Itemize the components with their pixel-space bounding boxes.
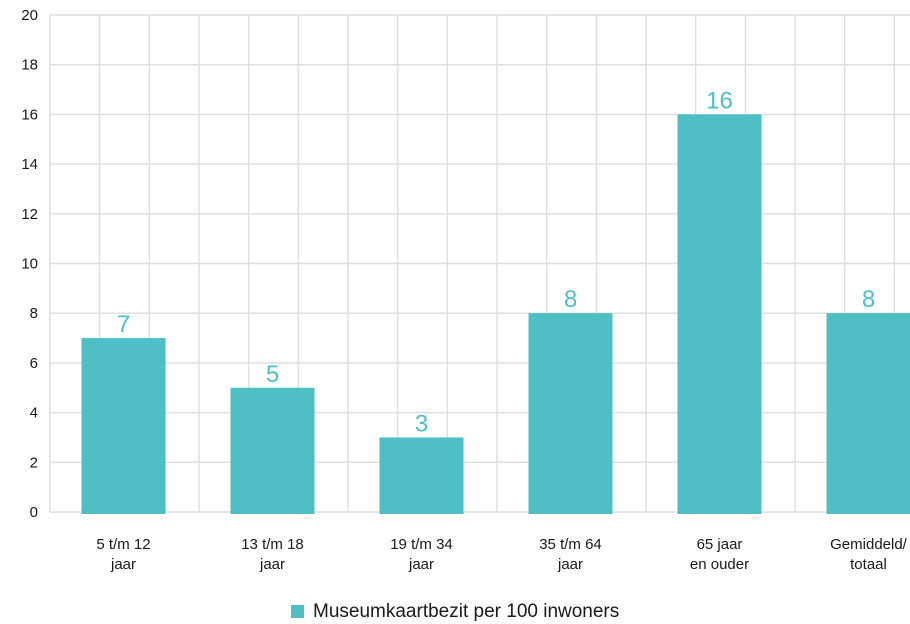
y-tick-label: 20 bbox=[21, 7, 38, 24]
bar bbox=[826, 313, 910, 514]
bar bbox=[677, 114, 762, 515]
data-labels: 7 5 3 8 16 8 bbox=[117, 87, 875, 437]
x-tick-label: jaar bbox=[557, 556, 583, 573]
x-tick-label: 65 jaar bbox=[697, 536, 743, 553]
data-label: 16 bbox=[706, 87, 733, 114]
y-tick-label: 18 bbox=[21, 57, 38, 74]
x-tick-label: totaal bbox=[850, 556, 887, 573]
x-tick-label: 35 t/m 64 bbox=[539, 536, 602, 553]
x-tick-label: Gemiddeld/ bbox=[830, 536, 908, 553]
y-tick-label: 6 bbox=[30, 355, 38, 372]
y-tick-label: 4 bbox=[30, 405, 38, 422]
data-label: 5 bbox=[266, 361, 279, 388]
legend: Museumkaartbezit per 100 inwoners bbox=[291, 601, 619, 622]
data-label: 8 bbox=[862, 286, 875, 313]
y-tick-label: 14 bbox=[21, 156, 38, 173]
x-tick-label: 19 t/m 34 bbox=[390, 536, 453, 553]
bar bbox=[379, 437, 464, 514]
y-tick-label: 8 bbox=[30, 305, 38, 322]
y-tick-label: 12 bbox=[21, 206, 38, 223]
legend-swatch bbox=[291, 605, 304, 618]
data-label: 3 bbox=[415, 410, 428, 437]
gridlines bbox=[49, 14, 910, 513]
x-tick-label: 5 t/m 12 bbox=[96, 536, 150, 553]
bar bbox=[230, 387, 315, 514]
x-tick-label: jaar bbox=[259, 556, 285, 573]
y-tick-label: 10 bbox=[21, 256, 38, 273]
y-tick-label: 2 bbox=[30, 454, 38, 471]
data-label: 7 bbox=[117, 311, 130, 338]
data-label: 8 bbox=[564, 286, 577, 313]
bar bbox=[528, 313, 613, 514]
bar bbox=[81, 338, 166, 514]
x-tick-label: jaar bbox=[408, 556, 434, 573]
x-axis-ticks: 5 t/m 12 jaar 13 t/m 18 jaar 19 t/m 34 jaar 35… bbox=[96, 536, 907, 573]
x-tick-label: 13 t/m 18 bbox=[241, 536, 304, 553]
bars bbox=[81, 114, 910, 515]
y-tick-label: 16 bbox=[21, 106, 38, 123]
y-tick-label: 0 bbox=[30, 504, 38, 521]
y-axis-ticks: 0 2 4 6 8 10 12 14 16 18 20 bbox=[21, 7, 38, 521]
legend-label: Museumkaartbezit per 100 inwoners bbox=[313, 601, 619, 622]
x-tick-label: en ouder bbox=[690, 556, 749, 573]
x-tick-label: jaar bbox=[110, 556, 136, 573]
